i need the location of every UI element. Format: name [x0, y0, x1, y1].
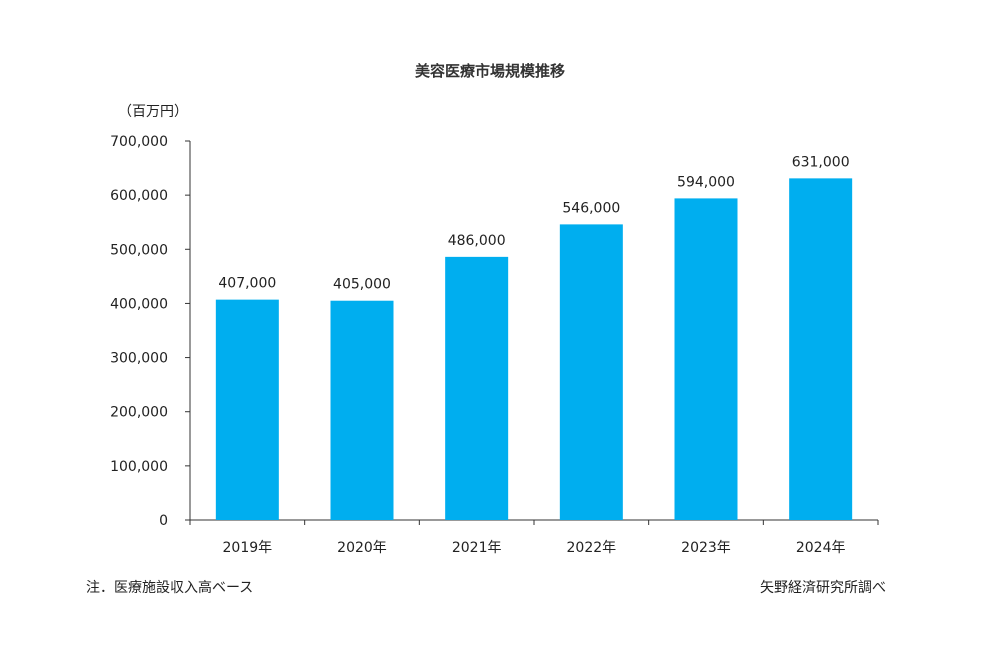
y-axis-unit-label: （百万円） [118, 104, 188, 120]
x-tick-label: 2023年 [681, 540, 731, 556]
bar [330, 300, 394, 520]
bar [789, 178, 853, 520]
y-tick-label: 300,000 [110, 351, 168, 367]
bar [215, 299, 279, 520]
x-tick-label: 2022年 [567, 540, 617, 556]
data-label: 631,000 [792, 154, 850, 170]
chart-title: 美容医療市場規模推移 [415, 62, 565, 80]
x-tick-label: 2020年 [337, 540, 387, 556]
data-label: 405,000 [333, 277, 391, 293]
data-label: 546,000 [562, 200, 620, 216]
y-tick-label: 200,000 [110, 405, 168, 421]
y-tick-label: 500,000 [110, 242, 168, 258]
y-tick-label: 400,000 [110, 296, 168, 312]
x-tick-label: 2019年 [223, 540, 273, 556]
data-label: 486,000 [448, 233, 506, 249]
bar [674, 198, 738, 521]
bar [445, 256, 509, 520]
x-tick-label: 2024年 [796, 540, 846, 556]
note-text: 注．医療施設収入高ベース [86, 579, 253, 596]
data-label: 594,000 [677, 174, 735, 190]
data-label: 407,000 [218, 276, 276, 292]
y-tick-label: 700,000 [110, 134, 168, 150]
y-tick-label: 600,000 [110, 188, 168, 204]
y-tick-label: 0 [159, 513, 168, 529]
y-tick-label: 100,000 [110, 459, 168, 475]
bar [559, 224, 623, 520]
x-tick-label: 2021年 [452, 540, 502, 556]
source-text: 矢野経済研究所調べ [760, 580, 886, 596]
